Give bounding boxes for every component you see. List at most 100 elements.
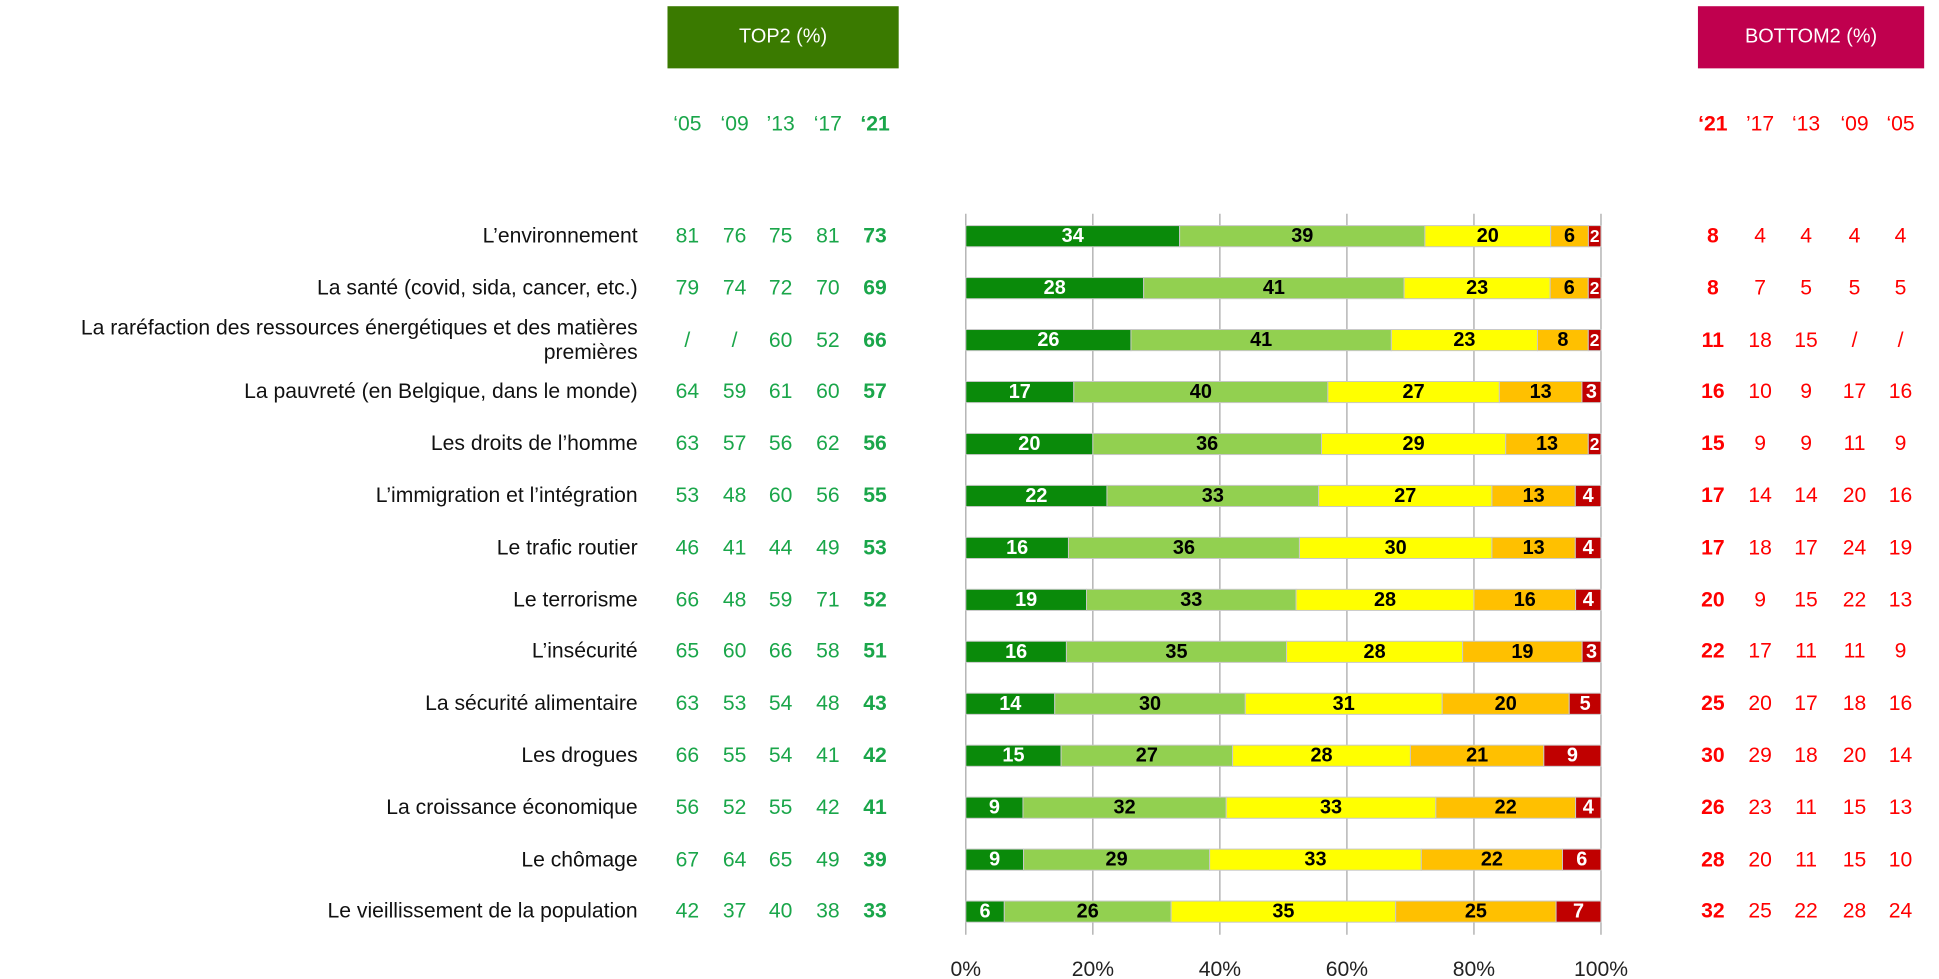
top2-value: 38: [816, 899, 840, 923]
bar-value-label: 4: [1583, 589, 1594, 611]
bar-segment: [1555, 900, 1602, 923]
bottom2-year: ‘05: [1886, 111, 1915, 136]
bar-value-label: 29: [1403, 433, 1425, 455]
top2-value: 79: [675, 275, 700, 300]
bar-value-label: 16: [1006, 537, 1028, 559]
bottom2-value: 11: [1795, 639, 1818, 664]
bar-value-label: 28: [1374, 589, 1396, 611]
top2-value: 42: [675, 899, 700, 923]
bottom2-value: 9: [1800, 379, 1812, 404]
bottom2-value: 13: [1888, 795, 1913, 819]
bottom2-value: 8: [1706, 275, 1719, 300]
bar-value-label: 9: [1567, 745, 1578, 767]
top2-value: 49: [816, 847, 840, 871]
bar-value-label: 6: [1576, 849, 1587, 871]
bar-segment: [1575, 796, 1602, 819]
category-label: L’insécurité: [531, 639, 638, 664]
top2-value: 48: [722, 587, 747, 612]
bottom2-value: 16: [1888, 483, 1913, 508]
bottom2-value: 9: [1800, 431, 1812, 456]
bar-value-label: 6: [1564, 225, 1575, 247]
top2-value: 55: [863, 483, 887, 508]
bar-segment: [1543, 744, 1602, 767]
top2-value: 64: [722, 847, 747, 871]
bottom2-value: 9: [1754, 431, 1766, 456]
top2-value: 59: [722, 379, 747, 404]
bottom2-value: 15: [1794, 327, 1818, 352]
bar-value-label: 33: [1202, 485, 1224, 507]
bar-value-label: 39: [1291, 225, 1313, 247]
top2-value: 48: [722, 483, 747, 508]
bar-value-label: 3: [1586, 641, 1597, 663]
bottom2-value: 17: [1794, 535, 1818, 560]
category-label: La croissance économique: [386, 795, 638, 819]
bottom2-value: 20: [1842, 483, 1867, 508]
category-label: L’environnement: [482, 223, 638, 248]
top2-value: /: [684, 327, 691, 352]
bar-value-label: 28: [1364, 641, 1386, 663]
bar-value-label: 30: [1385, 537, 1407, 559]
bar-value-label: 41: [1263, 277, 1285, 299]
bar-value-label: 32: [1114, 797, 1136, 819]
bar-value-label: 35: [1165, 641, 1187, 663]
top2-value: 63: [675, 691, 700, 715]
top2-value: 66: [768, 639, 793, 664]
bottom2-year: ‘09: [1840, 111, 1869, 136]
bar-value-label: 27: [1136, 745, 1158, 767]
top2-value: 60: [768, 483, 793, 508]
bottom2-value: 28: [1701, 847, 1725, 871]
bottom2-value: 17: [1748, 639, 1772, 664]
bar-value-label: 4: [1583, 537, 1594, 559]
bar-value-label: 9: [989, 797, 1000, 819]
top2-year: ‘09: [720, 111, 749, 136]
top2-value: 39: [863, 847, 887, 871]
bar-value-label: 33: [1304, 849, 1326, 871]
top2-value: 42: [816, 795, 840, 819]
bottom2-value: 16: [1701, 379, 1725, 404]
bar-value-label: 19: [1511, 641, 1533, 663]
x-tick-label: 100%: [1574, 958, 1628, 977]
bar-segment: [1587, 225, 1602, 248]
bottom2-value: 26: [1701, 795, 1725, 819]
bar-value-label: 16: [1005, 641, 1027, 663]
bottom2-value: 30: [1701, 743, 1725, 767]
bar-value-label: 36: [1173, 537, 1195, 559]
bottom2-value: 25: [1748, 899, 1772, 923]
bottom2-value: 20: [1748, 847, 1772, 871]
bar-value-label: 2: [1590, 226, 1600, 246]
bottom2-value: 18: [1794, 743, 1818, 767]
top2-value: 72: [768, 275, 793, 300]
category-label: La raréfaction des ressources énergétiqu…: [80, 315, 638, 364]
bottom2-value: 17: [1701, 483, 1725, 508]
bar-value-label: 34: [1062, 225, 1084, 247]
bar-segment: [1574, 536, 1602, 559]
bottom2-value: 4: [1894, 223, 1907, 248]
top2-value: 53: [675, 483, 700, 508]
top2-value: 51: [863, 639, 887, 664]
bottom2-value: 14: [1748, 483, 1772, 508]
bar-value-label: 26: [1037, 329, 1059, 351]
bar-value-label: 30: [1139, 693, 1161, 715]
top2-value: 52: [722, 795, 747, 819]
category-label: La pauvreté (en Belgique, dans le monde): [244, 379, 638, 404]
top2-value: 81: [816, 223, 840, 248]
bottom2-value: 10: [1888, 847, 1913, 871]
bar-value-label: 15: [1002, 745, 1024, 767]
bottom2-value: 24: [1842, 535, 1867, 560]
bar-value-label: 36: [1196, 433, 1218, 455]
bar-value-label: 2: [1590, 278, 1600, 298]
bottom2-value: 15: [1842, 847, 1867, 871]
bar-value-label: 41: [1250, 329, 1272, 351]
top2-title: TOP2 (%): [667, 6, 899, 69]
top2-value: 81: [675, 223, 700, 248]
category-label: Le vieillissement de la population: [327, 899, 638, 923]
bottom2-value: 5: [1894, 275, 1907, 300]
bar-value-label: 20: [1495, 693, 1517, 715]
top2-value: 66: [675, 743, 700, 767]
top2-value: 67: [675, 847, 700, 871]
bar-value-label: 17: [1009, 381, 1031, 403]
bottom2-value: 20: [1842, 743, 1867, 767]
bar-value-label: 40: [1190, 381, 1212, 403]
bar-segment: [1581, 380, 1602, 404]
bottom2-value: 24: [1888, 899, 1913, 923]
